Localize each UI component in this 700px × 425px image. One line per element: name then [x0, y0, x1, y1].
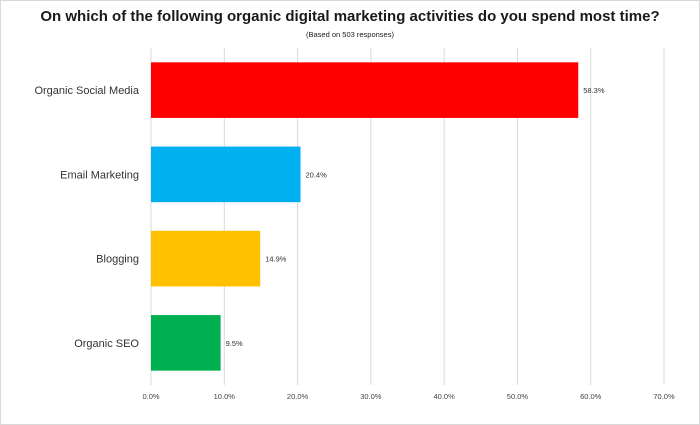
data-labels: 58.3% 20.4% 14.9% 9.5%: [226, 86, 605, 348]
category-label: Organic Social Media: [34, 85, 139, 97]
bar: [151, 315, 221, 371]
category-label: Organic SEO: [74, 338, 139, 350]
x-tick-label: 30.0%: [360, 392, 382, 401]
x-tick-label: 60.0%: [580, 392, 602, 401]
bars: [151, 62, 579, 371]
category-label: Blogging: [96, 254, 139, 266]
x-tick-label: 40.0%: [434, 392, 456, 401]
data-label: 9.5%: [226, 339, 243, 348]
bar: [151, 62, 579, 118]
x-tick-labels: 0.0% 10.0% 20.0% 30.0% 40.0% 50.0% 60.0% 70.0%: [142, 392, 675, 401]
data-label: 14.9%: [265, 255, 287, 264]
data-label: 20.4%: [306, 170, 328, 179]
x-tick-label: 0.0%: [142, 392, 159, 401]
x-tick-label: 50.0%: [507, 392, 529, 401]
bar: [151, 230, 261, 287]
bar: [151, 146, 301, 203]
category-labels: Organic Social Media Email Marketing Blogg…: [34, 85, 139, 350]
x-tick-label: 10.0%: [214, 392, 236, 401]
x-tick-label: 70.0%: [653, 392, 675, 401]
chart-title: On which of the following organic digita…: [40, 8, 660, 25]
category-label: Email Marketing: [60, 169, 139, 181]
data-label: 58.3%: [583, 86, 605, 95]
x-tick-label: 20.0%: [287, 392, 309, 401]
chart-subtitle: (Based on 503 responses): [306, 30, 394, 39]
